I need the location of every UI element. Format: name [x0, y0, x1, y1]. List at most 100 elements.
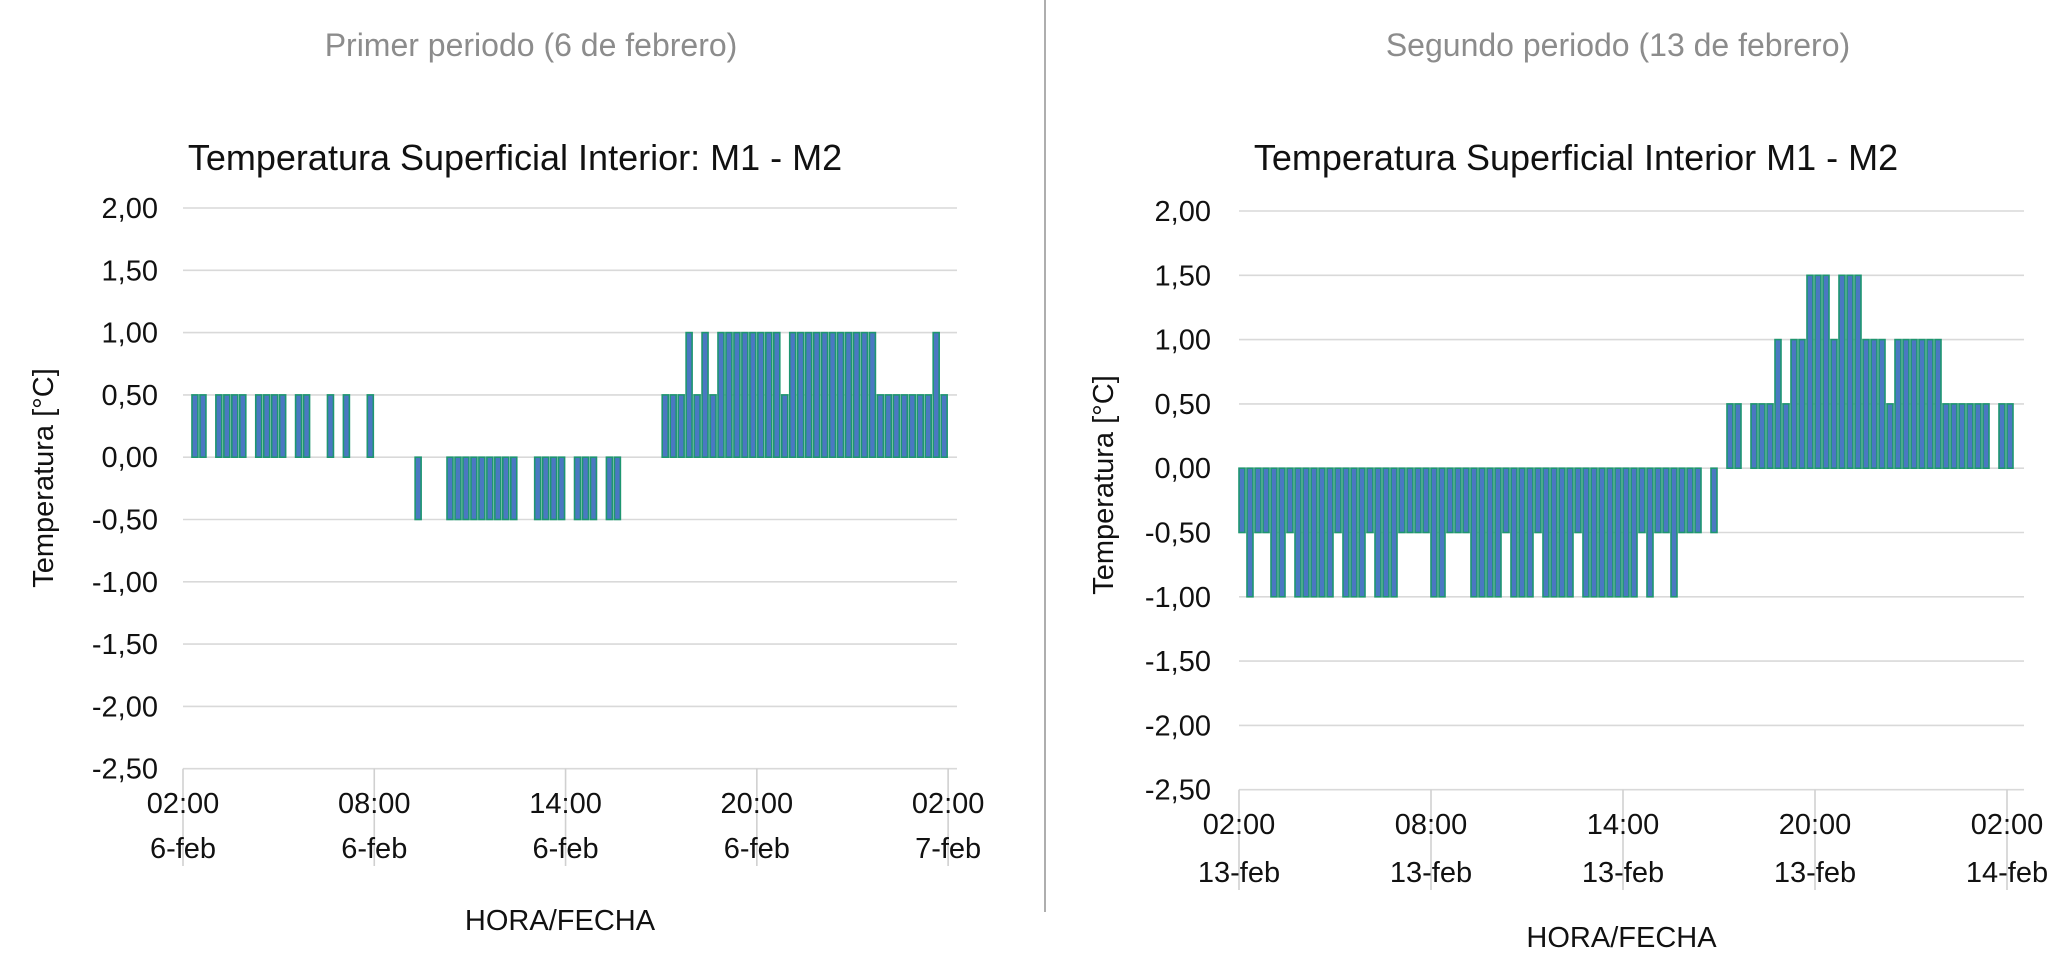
bar	[557, 456, 566, 521]
y-tick-label: -0,50	[92, 505, 158, 537]
bar	[470, 456, 478, 521]
bar	[1278, 467, 1286, 598]
bar	[191, 394, 199, 458]
bar	[1390, 467, 1398, 598]
bar	[1622, 467, 1630, 598]
y-tick-label: -1,00	[1145, 582, 1211, 614]
chart-first-period: Primer periodo (6 de febrero) Temperatura…	[28, 27, 984, 937]
bar	[1934, 338, 1942, 470]
x-tick-time: 02:00	[147, 788, 220, 820]
x-tick-date: 13-feb	[1582, 857, 1664, 889]
bar	[669, 394, 677, 458]
bar	[342, 394, 351, 458]
bar	[836, 331, 845, 459]
bar	[1710, 467, 1718, 534]
bar	[1558, 467, 1566, 598]
y-tick-label: 0,50	[102, 380, 158, 412]
bar	[509, 456, 518, 521]
bar	[1774, 338, 1782, 470]
x-tick-date: 6-feb	[341, 833, 407, 865]
bar	[1966, 403, 1974, 469]
bar	[1574, 467, 1582, 534]
bar	[820, 331, 829, 459]
bar	[1246, 467, 1254, 598]
bar	[1958, 403, 1966, 469]
bar	[262, 394, 271, 458]
bar	[1518, 467, 1526, 598]
bar	[1950, 403, 1958, 469]
bar	[1894, 338, 1902, 470]
bar	[780, 394, 789, 458]
bar	[852, 331, 861, 459]
bar	[326, 394, 335, 458]
bar	[1638, 467, 1646, 534]
bar	[1598, 467, 1606, 598]
bar	[1870, 338, 1878, 470]
bar	[1854, 274, 1862, 469]
bar	[1294, 467, 1302, 598]
y-tick-label: 2,00	[102, 193, 158, 225]
bar	[733, 331, 741, 459]
y-tick-label: 0,50	[1155, 389, 1211, 421]
y-tick-label: 1,00	[1155, 325, 1211, 357]
x-tick-time: 02:00	[1203, 809, 1276, 841]
bar	[462, 456, 470, 521]
bar	[1446, 467, 1454, 534]
bar	[1454, 467, 1462, 534]
period-header: Primer periodo (6 de febrero)	[325, 27, 738, 63]
bar	[1358, 467, 1366, 598]
bar	[1798, 338, 1806, 470]
bar	[486, 456, 494, 521]
bar	[1254, 467, 1262, 534]
bar	[1886, 403, 1894, 469]
bar	[1790, 338, 1798, 470]
bar	[454, 456, 462, 521]
bar	[1830, 338, 1838, 470]
x-tick-date: 6-feb	[150, 833, 216, 865]
chart-title: Temperatura Superficial Interior: M1 - M…	[188, 137, 842, 178]
bar	[573, 456, 582, 521]
x-tick-date: 6-feb	[724, 833, 790, 865]
bar	[1630, 467, 1638, 598]
bar	[501, 456, 510, 521]
bar	[1982, 403, 1990, 469]
bar	[1566, 467, 1574, 598]
bar	[804, 331, 813, 459]
bar	[1910, 338, 1918, 470]
bar	[1334, 467, 1342, 534]
bar	[613, 456, 622, 521]
bar	[1342, 467, 1350, 598]
bar	[876, 394, 885, 458]
bar	[725, 331, 733, 459]
bar	[1806, 274, 1814, 469]
bar	[1366, 467, 1374, 534]
bar	[478, 456, 486, 521]
y-tick-label: -1,50	[92, 629, 158, 661]
bar	[278, 394, 287, 458]
bar	[549, 456, 558, 521]
bar	[1670, 467, 1678, 598]
y-tick-label: -2,50	[92, 754, 158, 786]
bar	[1726, 403, 1734, 469]
x-tick-date: 14-feb	[1966, 857, 2048, 889]
y-tick-label: -1,00	[92, 567, 158, 599]
bar	[1974, 403, 1982, 469]
x-tick-time: 08:00	[338, 788, 411, 820]
bar	[1998, 403, 2006, 469]
bar	[533, 456, 542, 521]
bar	[741, 331, 749, 459]
x-tick-time: 20:00	[1779, 809, 1852, 841]
bar	[1286, 467, 1294, 534]
bar	[1310, 467, 1318, 598]
bar	[1782, 403, 1790, 469]
bar	[1406, 467, 1414, 534]
bar	[1846, 274, 1854, 469]
bar	[1398, 467, 1406, 534]
y-tick-label: -2,00	[1145, 710, 1211, 742]
x-tick-date: 13-feb	[1390, 857, 1472, 889]
bar	[916, 394, 925, 458]
bar	[215, 394, 223, 458]
bar	[788, 331, 797, 459]
bar	[884, 394, 893, 458]
y-tick-label: -2,50	[1145, 775, 1211, 807]
